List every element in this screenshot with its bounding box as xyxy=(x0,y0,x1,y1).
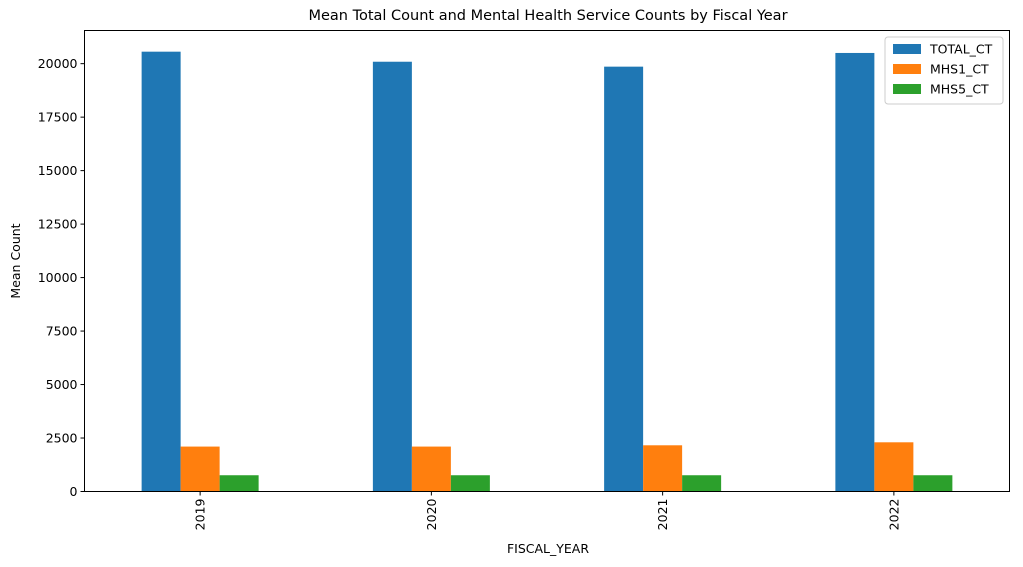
legend-label-mhs1-ct: MHS1_CT xyxy=(930,62,989,77)
plot-frame xyxy=(84,30,1010,492)
y-tick-label: 7500 xyxy=(46,324,78,339)
y-tick-label: 10000 xyxy=(38,270,78,285)
legend-swatch-mhs5-ct xyxy=(893,84,921,94)
bar-mhs1-ct-2021 xyxy=(643,445,683,492)
x-tick-label-2021: 2021 xyxy=(655,499,670,531)
x-axis-label: FISCAL_YEAR xyxy=(507,541,589,556)
x-tick-label-2022: 2022 xyxy=(886,499,901,531)
y-tick-label: 0 xyxy=(70,484,78,499)
y-axis: 0 2500 5000 7500 10000 12500 15000 17500 20000 xyxy=(38,56,85,499)
y-axis-label: Mean Count xyxy=(8,223,23,298)
legend-swatch-total-ct xyxy=(893,44,921,54)
bar-mhs1-ct-2019 xyxy=(180,446,220,492)
y-tick-label: 20000 xyxy=(38,56,78,71)
bar-mhs5-ct-2022 xyxy=(913,475,953,492)
bar-mhs1-ct-2020 xyxy=(411,446,451,492)
bar-total-ct-2020 xyxy=(372,61,412,492)
y-tick-label: 15000 xyxy=(38,163,78,178)
legend-label-total-ct: TOTAL_CT xyxy=(929,42,993,57)
bar-total-ct-2022 xyxy=(835,52,875,492)
bar-mhs5-ct-2021 xyxy=(682,475,722,492)
y-tick-label: 17500 xyxy=(38,110,78,125)
y-tick-label: 2500 xyxy=(46,431,78,446)
bar-total-ct-2021 xyxy=(604,66,644,492)
bar-mhs1-ct-2022 xyxy=(874,442,914,492)
legend: TOTAL_CT MHS1_CT MHS5_CT xyxy=(884,36,1004,105)
x-tick-label-2019: 2019 xyxy=(193,498,208,530)
x-tick-label-2020: 2020 xyxy=(424,498,439,530)
bar-mhs5-ct-2020 xyxy=(450,475,490,492)
bar-mhs5-ct-2019 xyxy=(219,475,259,492)
chart-title: Mean Total Count and Mental Health Servi… xyxy=(308,8,787,24)
legend-swatch-mhs1-ct xyxy=(893,64,921,74)
y-tick-label: 5000 xyxy=(46,377,78,392)
bars-layer xyxy=(141,51,953,492)
y-tick-label: 12500 xyxy=(38,217,78,232)
bar-total-ct-2019 xyxy=(141,51,181,492)
legend-label-mhs5-ct: MHS5_CT xyxy=(930,82,989,97)
x-axis: 2019 2020 2021 2022 xyxy=(193,491,901,531)
